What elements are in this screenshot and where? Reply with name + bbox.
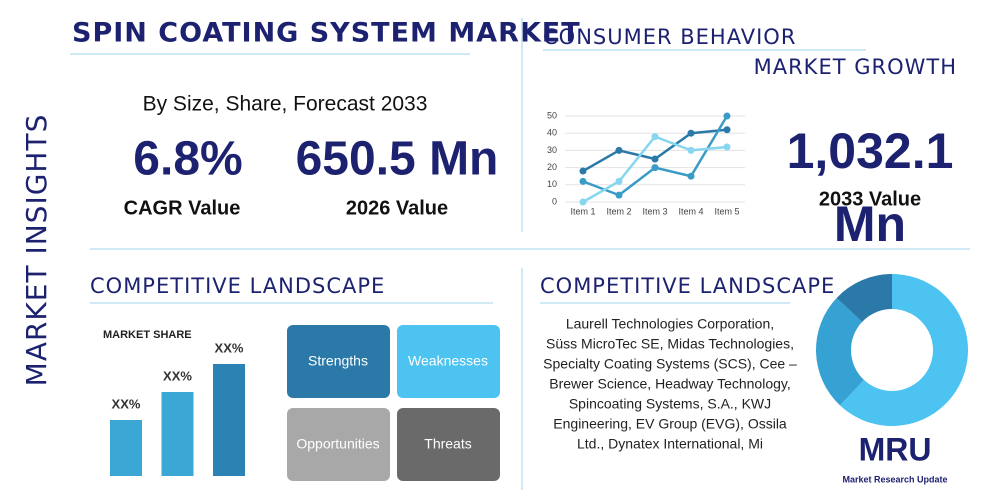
swot-label: Weaknesses: [408, 353, 488, 369]
x-tick-label: Item 1: [570, 206, 595, 216]
line-point: [687, 129, 695, 137]
swot-label: Threats: [424, 436, 471, 452]
company-line: Laurell Technologies Corporation,: [566, 316, 774, 332]
company-line: Süss MicroTec SE, Midas Technologies,: [546, 336, 794, 352]
x-tick-label: Item 4: [678, 206, 703, 216]
growth-value: 1,032.1: [787, 123, 954, 179]
company-line: Spincoating Systems, S.A., KWJ: [569, 396, 771, 412]
x-tick-label: Item 5: [714, 206, 739, 216]
growth-value: Mn: [834, 196, 906, 252]
section-title: MARKET GROWTH: [754, 55, 957, 79]
swot-box: [287, 325, 390, 398]
stat-label: CAGR Value: [124, 197, 241, 219]
y-tick-label: 40: [547, 128, 557, 138]
bar: [161, 392, 194, 476]
y-tick-label: 10: [547, 179, 557, 189]
logo-name: Market Research Update: [842, 474, 947, 484]
company-line: Brewer Science, Headway Technology,: [549, 376, 791, 392]
stat-label: 2026 Value: [346, 197, 448, 219]
bar: [213, 364, 245, 476]
line-point: [651, 133, 659, 141]
y-tick-label: 0: [552, 196, 557, 206]
line-point: [615, 146, 623, 154]
company-line: Ltd., Dynatex International, Mi: [577, 436, 763, 452]
company-line: Engineering, EV Group (EVG), Ossila: [553, 416, 787, 432]
line-point: [651, 164, 659, 172]
x-tick-label: Item 2: [606, 206, 631, 216]
y-tick-label: 50: [547, 110, 557, 120]
stat-value: 650.5 Mn: [296, 133, 499, 186]
swot-box: [397, 408, 500, 481]
x-tick-label: Item 3: [642, 206, 667, 216]
line-point: [723, 126, 731, 134]
value-label: XX%: [215, 340, 244, 355]
company-line: Specialty Coating Systems (SCS), Cee –: [543, 356, 797, 372]
line-point: [579, 167, 587, 175]
line-point: [723, 112, 731, 120]
title: SPIN COATING SYSTEM MARKET: [72, 18, 581, 49]
chart-title: MARKET SHARE: [103, 329, 192, 341]
swot-box: [287, 408, 390, 481]
section-title: CONSUMER BEHAVIOR: [543, 25, 796, 49]
swot-label: Strengths: [308, 353, 368, 369]
stat-value: 6.8%: [133, 133, 242, 186]
logo-mark: MRU: [859, 431, 932, 467]
side-label: MARKET INSIGHTS: [20, 114, 53, 387]
value-label: XX%: [163, 368, 192, 383]
swot-label: Opportunities: [296, 436, 379, 452]
growth-label: 2033 Value: [819, 188, 921, 210]
donut-segment: [836, 274, 892, 322]
line-point: [687, 172, 695, 180]
section-title: COMPETITIVE LANDSCAPE: [540, 274, 835, 298]
line-point: [651, 155, 659, 163]
subtitle: By Size, Share, Forecast 2033: [143, 93, 428, 116]
y-tick-label: 30: [547, 145, 557, 155]
swot-box: [397, 325, 500, 398]
section-title: COMPETITIVE LANDSCAPE: [90, 274, 385, 298]
line-point: [723, 143, 731, 151]
line-point: [615, 191, 623, 199]
line-point: [579, 177, 587, 185]
value-label: XX%: [112, 396, 141, 411]
donut-segment: [815, 297, 864, 406]
y-tick-label: 20: [547, 162, 557, 172]
line-point: [615, 177, 623, 185]
line-point: [687, 146, 695, 154]
bar: [110, 420, 142, 476]
donut-segment: [839, 274, 968, 426]
line-point: [579, 198, 587, 206]
